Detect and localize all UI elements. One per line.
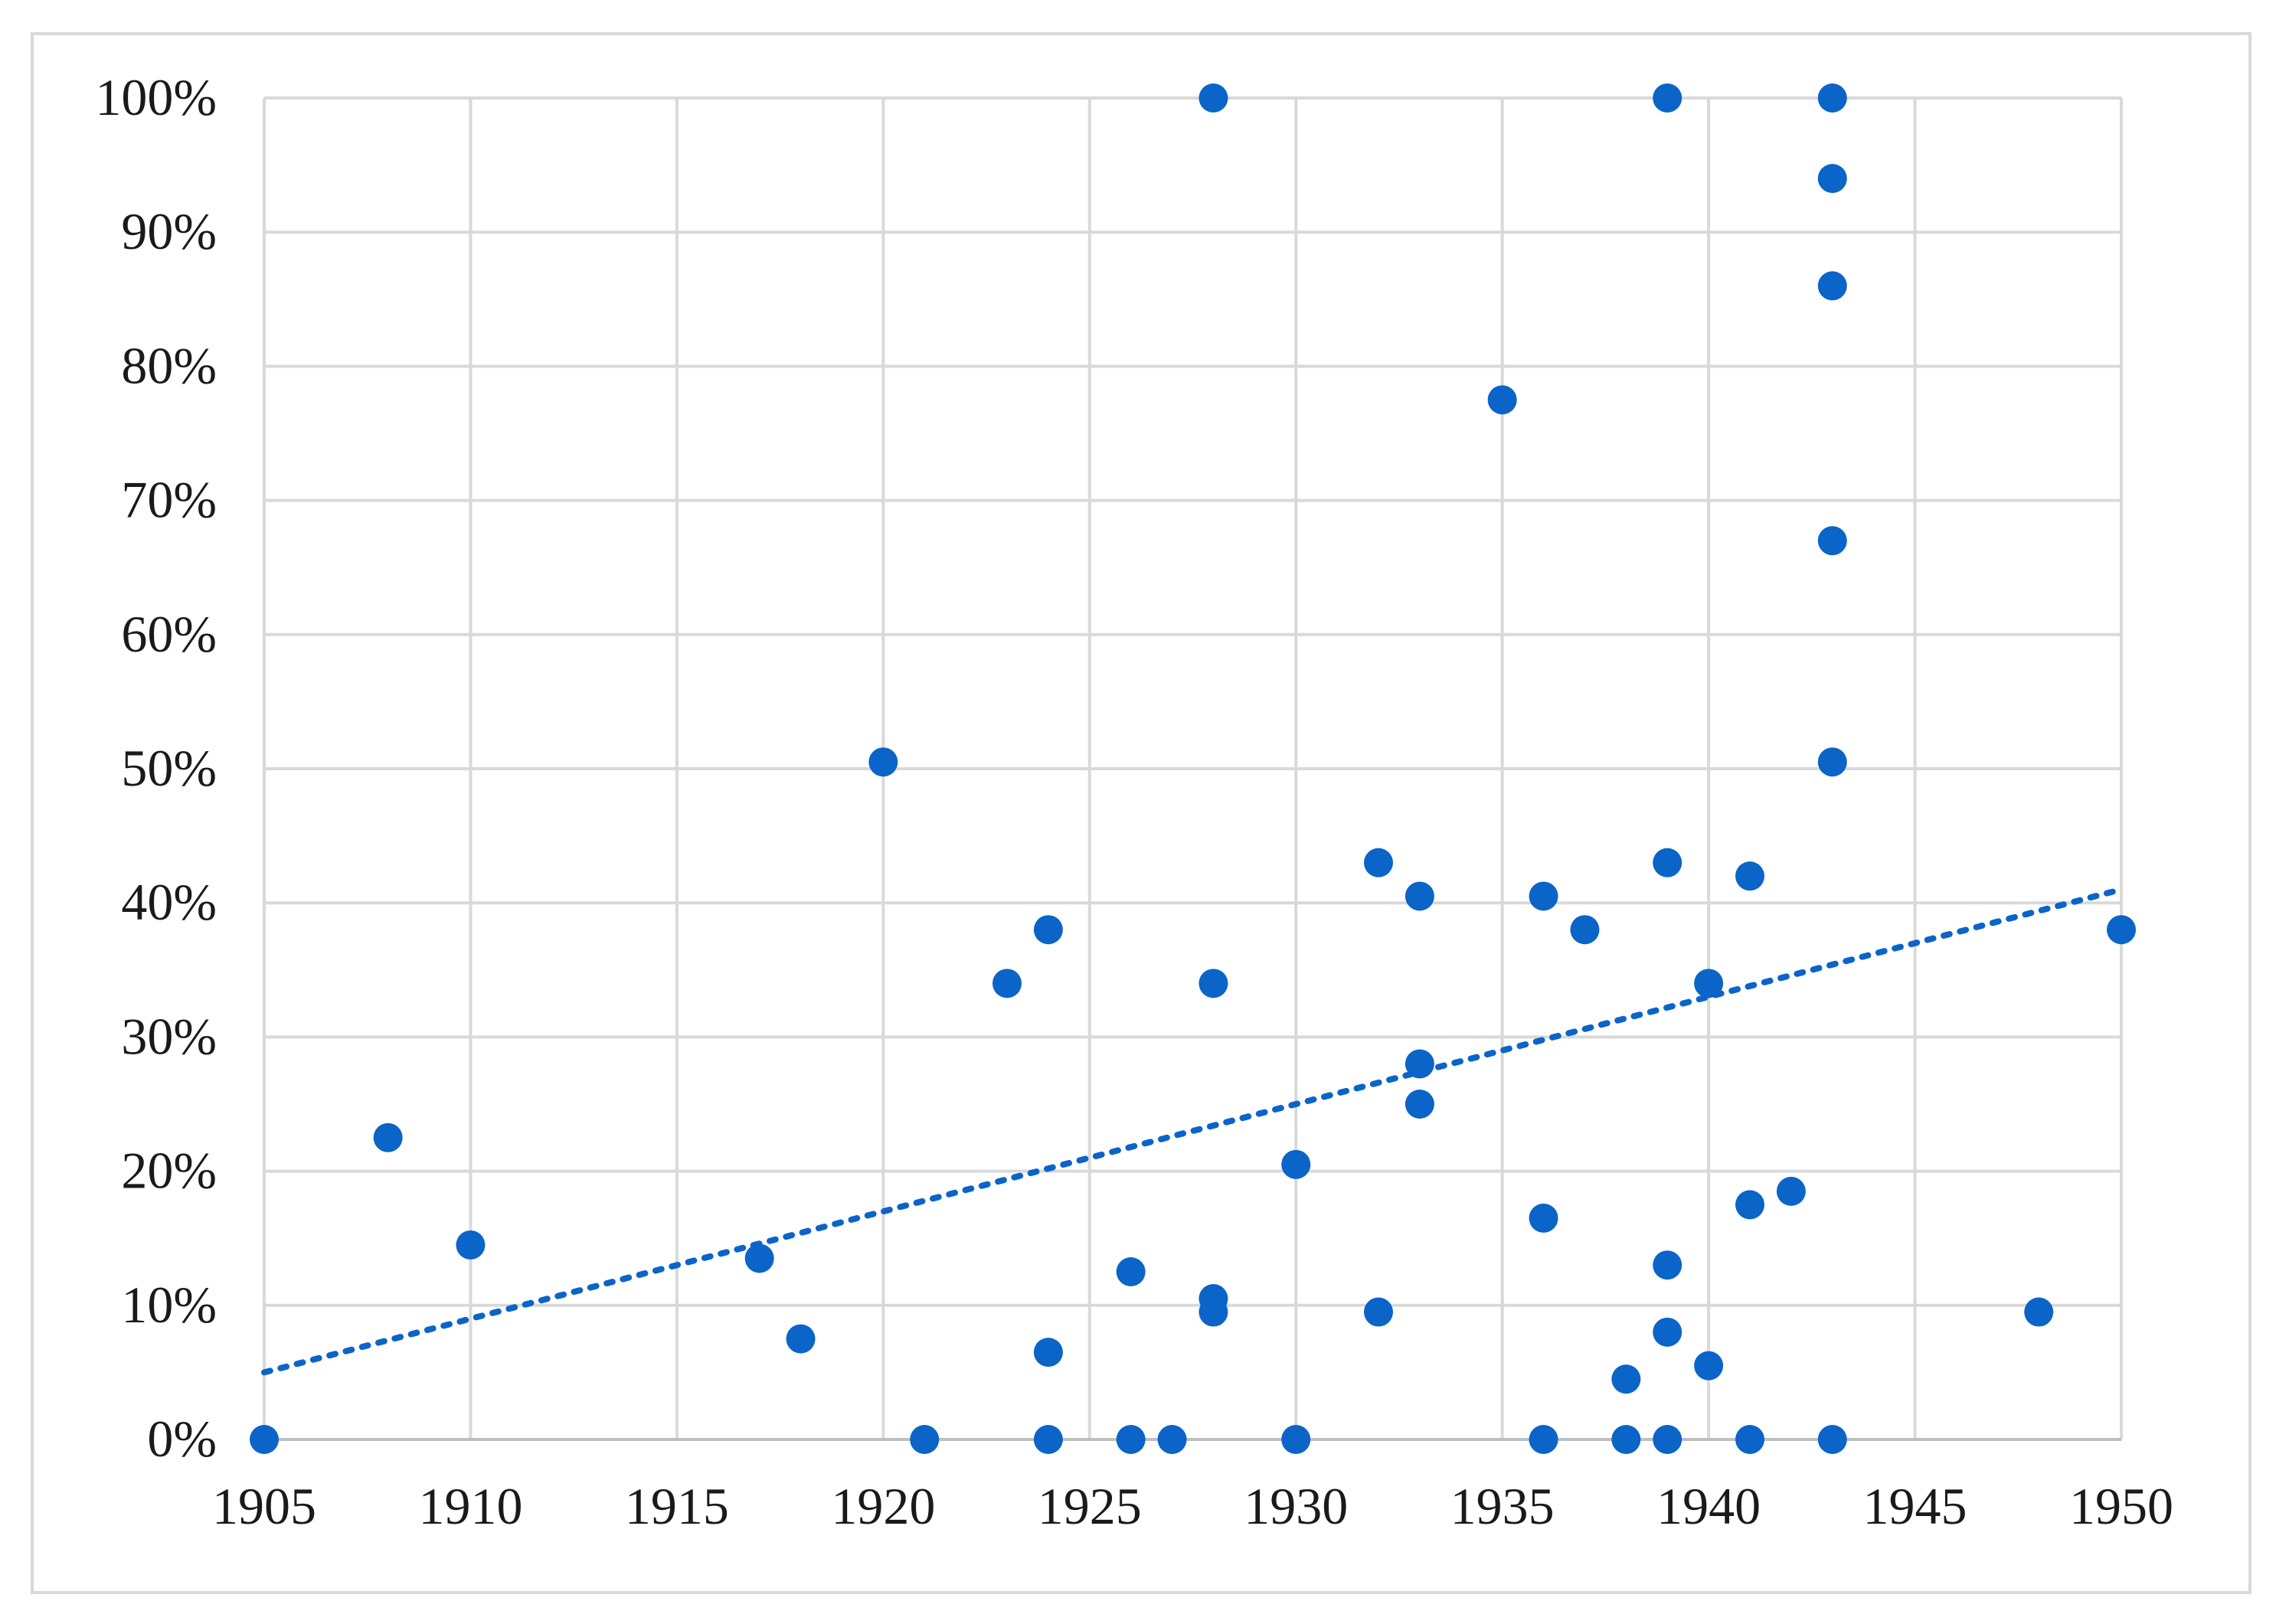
- data-point: [1033, 915, 1063, 945]
- data-point: [1817, 526, 1847, 556]
- data-point: [1611, 1425, 1641, 1454]
- data-point: [1116, 1425, 1146, 1454]
- x-tick-label: 1920: [831, 1477, 935, 1535]
- data-point: [1364, 848, 1393, 877]
- data-point: [1157, 1425, 1187, 1454]
- x-tick-label: 1945: [1863, 1477, 1967, 1535]
- x-tick-label: 1935: [1450, 1477, 1555, 1535]
- data-point: [1817, 747, 1847, 777]
- x-tick-label: 1925: [1038, 1477, 1142, 1535]
- grid: [263, 96, 2123, 1439]
- data-point: [1735, 861, 1764, 891]
- data-point: [1364, 1297, 1393, 1327]
- data-point: [1817, 271, 1847, 301]
- data-point: [1405, 1049, 1434, 1079]
- x-tick-labels: 1905 1910 1915 1920 1925 1930 1935 1940 1945 1950: [212, 1477, 2173, 1535]
- data-point: [1694, 969, 1724, 998]
- data-point: [744, 1243, 774, 1273]
- data-point: [1694, 1351, 1724, 1381]
- data-point: [2024, 1297, 2054, 1327]
- data-point: [1405, 1090, 1434, 1119]
- trendline-layer: [261, 886, 2124, 1376]
- data-point: [1198, 83, 1228, 113]
- data-point: [1198, 1297, 1228, 1327]
- data-point: [1735, 1190, 1764, 1220]
- data-point: [868, 747, 898, 777]
- y-tick-label: 80%: [121, 336, 217, 394]
- data-point: [1405, 881, 1434, 911]
- data-point: [250, 1425, 279, 1454]
- y-tick-label: 70%: [121, 471, 217, 529]
- data-point: [1817, 1425, 1847, 1454]
- data-point: [1116, 1257, 1146, 1286]
- y-tick-label: 100%: [95, 68, 217, 126]
- data-point: [1033, 1338, 1063, 1367]
- x-tick-label: 1950: [2069, 1477, 2173, 1535]
- chart-frame: [31, 32, 2251, 1594]
- y-tick-label: 90%: [121, 202, 217, 260]
- data-point: [1817, 83, 1847, 113]
- y-tick-label: 0%: [147, 1410, 217, 1468]
- y-tick-labels: 0% 10% 20% 30% 40% 50% 60% 70% 80% 90% 100%: [95, 68, 217, 1468]
- x-tick-label: 1915: [625, 1477, 729, 1535]
- data-point: [1487, 385, 1517, 415]
- data-point: [1570, 915, 1600, 945]
- data-point: [1529, 1425, 1558, 1454]
- data-point: [1611, 1364, 1641, 1394]
- data-point: [1033, 1425, 1063, 1454]
- x-tick-label: 1910: [418, 1477, 522, 1535]
- y-tick-label: 40%: [121, 873, 217, 931]
- y-tick-label: 10%: [121, 1276, 217, 1334]
- x-tick-label: 1940: [1656, 1477, 1761, 1535]
- y-tick-label: 50%: [121, 739, 217, 797]
- data-point: [1281, 1149, 1311, 1179]
- trendline: [261, 886, 2124, 1376]
- data-point: [910, 1425, 940, 1454]
- data-points: [250, 83, 2136, 1454]
- x-tick-label: 1930: [1244, 1477, 1348, 1535]
- data-point: [1281, 1425, 1311, 1454]
- data-point: [1529, 1203, 1558, 1233]
- data-point: [992, 969, 1022, 998]
- data-point: [1529, 881, 1558, 911]
- x-tick-label: 1905: [212, 1477, 316, 1535]
- y-tick-label: 60%: [121, 605, 217, 663]
- data-point: [373, 1122, 403, 1152]
- data-point: [1653, 848, 1682, 877]
- data-point: [1817, 164, 1847, 194]
- data-point: [1653, 1425, 1682, 1454]
- y-tick-label: 30%: [121, 1007, 217, 1065]
- data-point: [1198, 969, 1228, 998]
- data-point: [1776, 1176, 1806, 1206]
- data-point: [456, 1230, 486, 1260]
- data-point: [1653, 1317, 1682, 1347]
- data-point: [2107, 915, 2136, 945]
- data-point: [1735, 1425, 1764, 1454]
- data-point: [786, 1324, 816, 1354]
- data-point: [1653, 83, 1682, 113]
- y-tick-label: 20%: [121, 1142, 217, 1200]
- data-point: [1653, 1250, 1682, 1280]
